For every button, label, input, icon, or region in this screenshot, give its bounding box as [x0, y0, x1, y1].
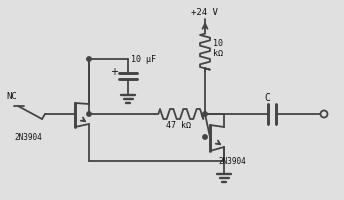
Text: 10: 10	[213, 39, 223, 48]
Text: 10 μF: 10 μF	[131, 55, 156, 64]
Circle shape	[203, 112, 207, 117]
Text: +: +	[110, 67, 118, 77]
Text: kΩ: kΩ	[213, 49, 223, 58]
Circle shape	[87, 58, 91, 62]
Text: NC: NC	[6, 92, 17, 100]
Circle shape	[87, 112, 91, 117]
Text: 47 kΩ: 47 kΩ	[166, 120, 191, 129]
Text: 2N3904: 2N3904	[14, 132, 42, 141]
Text: 2N3904: 2N3904	[218, 156, 246, 165]
Text: C: C	[264, 93, 270, 102]
Circle shape	[203, 135, 207, 140]
Text: +24 V: +24 V	[191, 8, 218, 17]
